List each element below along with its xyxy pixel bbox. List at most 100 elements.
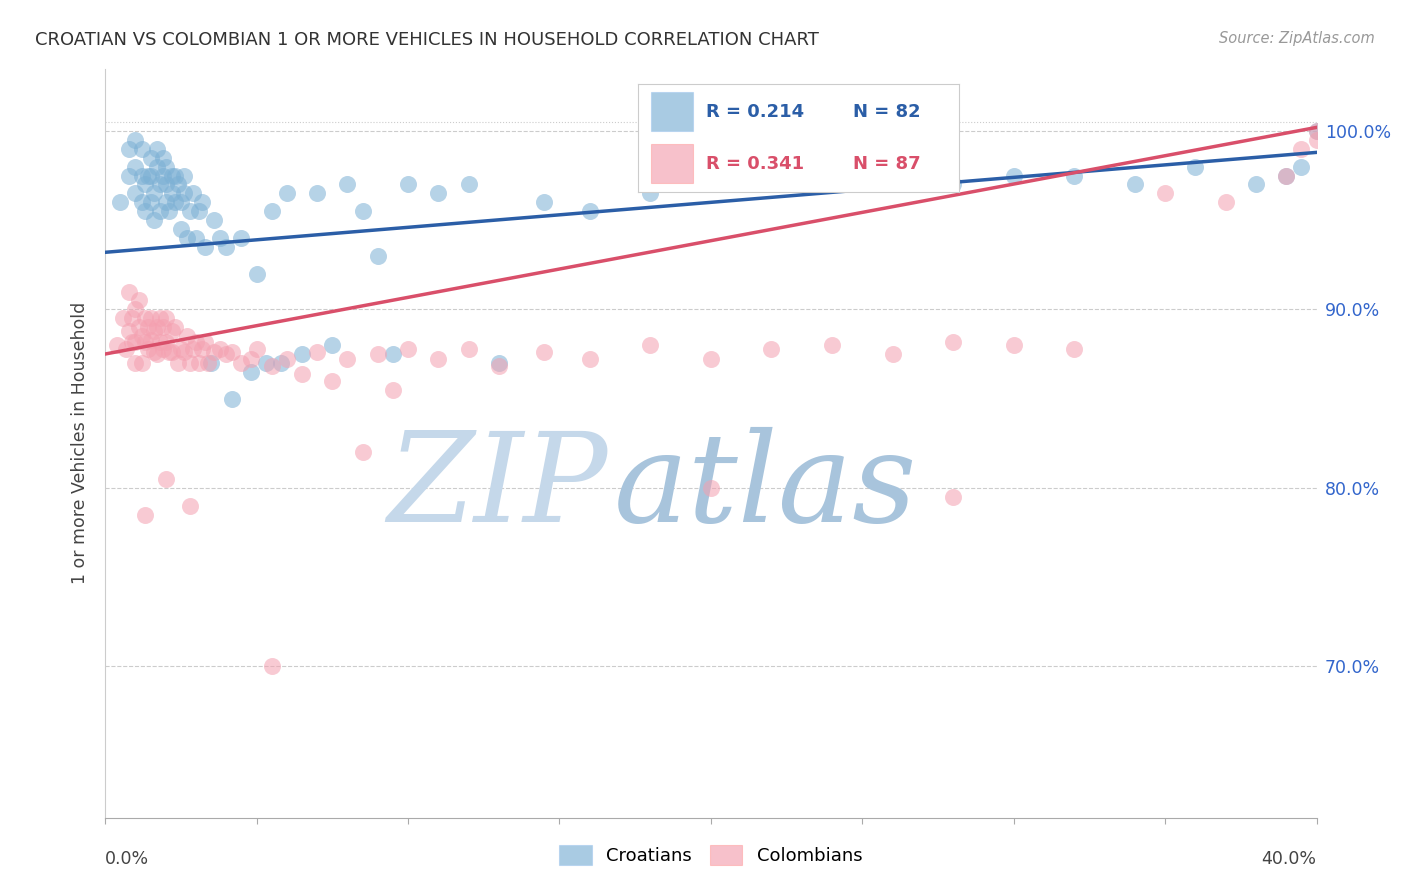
Point bbox=[202, 345, 225, 359]
Point bbox=[1215, 195, 1237, 210]
Point bbox=[155, 334, 177, 349]
Point bbox=[1275, 169, 1298, 183]
Point bbox=[276, 352, 298, 367]
Point bbox=[246, 342, 269, 356]
Point bbox=[381, 347, 404, 361]
Point bbox=[170, 195, 193, 210]
Point bbox=[215, 347, 238, 361]
Point bbox=[578, 204, 600, 219]
Point bbox=[136, 342, 159, 356]
Point bbox=[942, 334, 965, 349]
Point bbox=[1184, 160, 1206, 174]
Point bbox=[1291, 142, 1313, 156]
Point bbox=[134, 334, 156, 349]
Point bbox=[149, 204, 172, 219]
Point bbox=[118, 169, 141, 183]
Point bbox=[181, 342, 204, 356]
Point bbox=[700, 481, 723, 495]
Point bbox=[231, 356, 253, 370]
Point bbox=[254, 356, 277, 370]
Point bbox=[124, 160, 146, 174]
Point bbox=[149, 334, 172, 349]
Text: atlas: atlas bbox=[614, 427, 917, 549]
Point bbox=[145, 160, 167, 174]
Point bbox=[155, 311, 177, 326]
Point bbox=[110, 195, 132, 210]
Point bbox=[157, 204, 180, 219]
Point bbox=[488, 356, 510, 370]
Point bbox=[131, 195, 153, 210]
Y-axis label: 1 or more Vehicles in Household: 1 or more Vehicles in Household bbox=[72, 302, 89, 584]
Point bbox=[640, 186, 662, 201]
Point bbox=[124, 334, 146, 349]
Point bbox=[427, 352, 450, 367]
Point bbox=[115, 342, 138, 356]
Point bbox=[157, 345, 180, 359]
Point bbox=[270, 356, 292, 370]
Point bbox=[160, 169, 183, 183]
Point bbox=[1244, 178, 1267, 192]
Point bbox=[139, 333, 162, 347]
Point bbox=[1305, 124, 1327, 138]
Point bbox=[121, 311, 143, 326]
Point bbox=[533, 195, 555, 210]
Point bbox=[142, 186, 165, 201]
Point bbox=[215, 240, 238, 254]
Point bbox=[173, 186, 195, 201]
Point bbox=[139, 169, 162, 183]
Text: ZIP: ZIP bbox=[388, 427, 607, 549]
Point bbox=[139, 311, 162, 326]
Point bbox=[457, 178, 479, 192]
Point bbox=[336, 352, 359, 367]
Point bbox=[1154, 186, 1177, 201]
Point bbox=[336, 178, 359, 192]
Point bbox=[367, 249, 389, 263]
Point bbox=[155, 178, 177, 192]
Point bbox=[352, 204, 374, 219]
Point bbox=[145, 142, 167, 156]
Point bbox=[352, 445, 374, 459]
Point bbox=[136, 169, 159, 183]
Point bbox=[239, 365, 262, 379]
Point bbox=[118, 142, 141, 156]
Point bbox=[124, 186, 146, 201]
Point bbox=[142, 213, 165, 227]
Point bbox=[152, 169, 174, 183]
Point bbox=[276, 186, 298, 201]
Point bbox=[152, 320, 174, 334]
Point bbox=[188, 204, 211, 219]
Point bbox=[307, 345, 329, 359]
Point bbox=[700, 178, 723, 192]
Point bbox=[124, 356, 146, 370]
Point bbox=[396, 178, 419, 192]
Point bbox=[155, 160, 177, 174]
Text: Source: ZipAtlas.com: Source: ZipAtlas.com bbox=[1219, 31, 1375, 46]
Point bbox=[246, 267, 269, 281]
Point bbox=[202, 213, 225, 227]
Point bbox=[209, 342, 232, 356]
Point bbox=[260, 359, 283, 374]
Point bbox=[1305, 124, 1327, 138]
Point bbox=[134, 204, 156, 219]
Point bbox=[179, 204, 201, 219]
Point bbox=[124, 302, 146, 317]
Point bbox=[188, 356, 211, 370]
Point bbox=[367, 347, 389, 361]
Point bbox=[112, 311, 135, 326]
Point bbox=[181, 186, 204, 201]
Point bbox=[128, 320, 150, 334]
Point bbox=[170, 342, 193, 356]
Point bbox=[142, 345, 165, 359]
Point bbox=[184, 231, 207, 245]
Point bbox=[260, 659, 283, 673]
Point bbox=[231, 231, 253, 245]
Point bbox=[142, 324, 165, 338]
Legend: Croatians, Colombians: Croatians, Colombians bbox=[553, 838, 870, 872]
Point bbox=[163, 320, 186, 334]
Point bbox=[197, 356, 219, 370]
Point bbox=[1291, 160, 1313, 174]
Text: 0.0%: 0.0% bbox=[105, 850, 149, 868]
Point bbox=[578, 352, 600, 367]
Point bbox=[163, 169, 186, 183]
Point bbox=[761, 342, 783, 356]
